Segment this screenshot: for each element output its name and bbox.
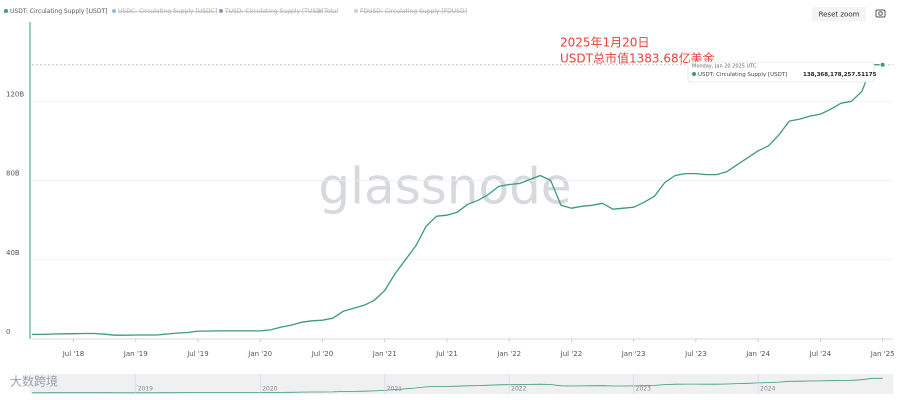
x-tick-label: Jul '21 xyxy=(435,350,458,358)
navigator-label: 2019 xyxy=(138,386,153,393)
x-tick-label: Jan '25 xyxy=(870,350,895,358)
navigator xyxy=(30,374,893,394)
y-tick-label: 120B xyxy=(6,90,24,98)
series-line xyxy=(32,63,883,336)
x-tick-label: Jul '23 xyxy=(684,350,707,358)
legend-label[interactable]: USDC: Circulating Supply [USDC] xyxy=(118,8,217,15)
navigator-label: 2024 xyxy=(760,386,775,393)
x-tick-label: Jul '19 xyxy=(186,350,209,358)
tooltip-date: Monday, Jan 20 2025 UTC xyxy=(692,64,757,70)
x-tick-label: Jul '20 xyxy=(311,350,334,358)
x-tick-label: Jan '19 xyxy=(123,350,148,358)
tooltip-label: USDT: Circulating Supply [USDT] xyxy=(698,72,787,78)
screenshot-icon[interactable] xyxy=(875,9,886,18)
x-tick-label: Jul '24 xyxy=(809,350,832,358)
annotation: USDT总市值1383.68亿美金 xyxy=(560,51,715,66)
legend-label[interactable]: Total xyxy=(323,8,338,15)
navigator-label: 2023 xyxy=(636,386,651,393)
x-tick-label: Jan '22 xyxy=(496,350,521,358)
logo-text: 大数跨境 xyxy=(10,374,58,389)
x-tick-label: Jan '23 xyxy=(621,350,646,358)
y-tick-label: 40B xyxy=(6,249,20,257)
tooltip-value: 138,368,178,257.51175 xyxy=(803,72,877,78)
legend-label[interactable]: FDUSD: Circulating Supply [FDUSD] xyxy=(360,8,467,15)
x-tick-label: Jul '18 xyxy=(62,350,85,358)
x-tick-label: Jan '24 xyxy=(745,350,770,358)
y-tick-label: 0 xyxy=(6,328,10,336)
navigator-label: 2020 xyxy=(262,386,277,393)
y-tick-label: 80B xyxy=(6,170,20,178)
x-tick-label: Jan '20 xyxy=(247,350,272,358)
series-line xyxy=(32,377,883,394)
tooltip-box xyxy=(687,61,875,83)
legend-swatch xyxy=(354,9,358,13)
legend-label[interactable]: TUSD: Circulating Supply [TUSD] xyxy=(224,8,323,15)
legend-swatch xyxy=(4,9,8,13)
tooltip-point xyxy=(879,61,886,68)
legend-label: USDT: Circulating Supply [USDT] xyxy=(10,8,107,15)
legend-swatch xyxy=(219,9,223,13)
reset-zoom-button[interactable] xyxy=(812,7,866,21)
x-tick-label: Jan '21 xyxy=(372,350,397,358)
annotation: 2025年1月20日 xyxy=(560,36,649,50)
x-tick-label: Jul '22 xyxy=(560,350,583,358)
watermark: glassnode xyxy=(318,158,571,216)
legend-swatch xyxy=(318,9,322,13)
reset-zoom-label[interactable]: Reset zoom xyxy=(819,11,860,19)
tooltip-swatch xyxy=(692,72,696,76)
legend-swatch xyxy=(112,9,116,13)
navigator-label: 2022 xyxy=(511,386,526,393)
navigator-label: 2021 xyxy=(387,386,402,393)
